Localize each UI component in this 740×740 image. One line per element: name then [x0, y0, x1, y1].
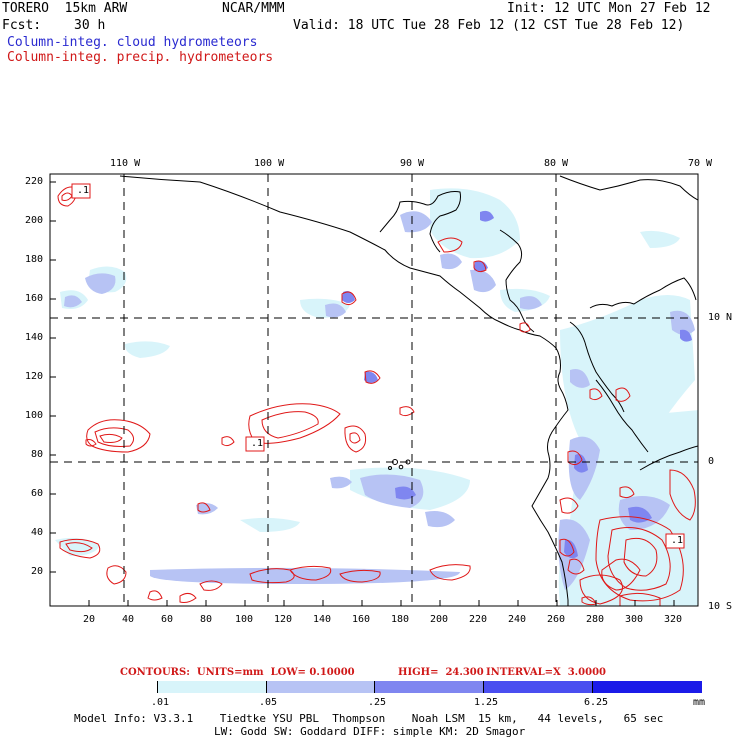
x-tick-label: 80 — [200, 614, 213, 625]
plot-frame — [49, 173, 699, 607]
y-tick-label: 180 — [25, 254, 44, 265]
model-info: Model Info: V3.3.1 Tiedtke YSU PBL Thomp… — [74, 712, 664, 725]
x-tick-label: 240 — [508, 614, 527, 625]
y-tick-label: 120 — [25, 371, 44, 382]
x-tick-label: 260 — [547, 614, 566, 625]
cloud-shading — [55, 188, 698, 606]
lat-label: 0 — [708, 456, 715, 467]
colorbar-label: 6.25 — [584, 697, 609, 708]
colorbar-bin — [50, 681, 158, 693]
y-tick-label: 20 — [31, 566, 44, 577]
org-label: NCAR/MMM — [222, 1, 285, 16]
x-tick-label: 180 — [391, 614, 410, 625]
lat-label: 10 S — [708, 601, 733, 612]
model-info-physics: LW: Godd SW: Goddard DIFF: simple KM: 2D… — [214, 725, 526, 738]
colorbar-label: .05 — [259, 697, 278, 708]
colorbar-label: .01 — [151, 697, 170, 708]
x-tick-label: 160 — [352, 614, 371, 625]
colorbar-label: 1.25 — [474, 697, 499, 708]
graticule — [50, 174, 698, 606]
y-tick-label: 80 — [31, 449, 44, 460]
lon-label: 90 W — [400, 158, 425, 169]
x-tick-label: 320 — [664, 614, 683, 625]
y-tick-label: 140 — [25, 332, 44, 343]
legend-cloud: Column-integ. cloud hydrometeors — [7, 35, 258, 50]
y-tick-label: 40 — [31, 527, 44, 538]
x-tick-label: 200 — [430, 614, 449, 625]
colorbar-bin — [267, 681, 375, 693]
model-title: TORERO 15km ARW — [2, 1, 128, 16]
lon-label: 110 W — [110, 158, 141, 169]
contour-label: .1 — [251, 438, 264, 449]
legend-precip: Column-integ. precip. hydrometeors — [7, 50, 274, 65]
contours-interval: INTERVAL=X 3.0000 — [486, 667, 606, 678]
fcst-value: 30 h — [74, 18, 106, 33]
x-tick-label: 220 — [469, 614, 488, 625]
colorbar-bin — [375, 681, 484, 693]
x-tick-label: 100 — [235, 614, 254, 625]
contour-label-boxes — [71, 183, 685, 549]
lon-label: 100 W — [254, 158, 285, 169]
lon-label: 80 W — [544, 158, 569, 169]
x-tick-label: 280 — [586, 614, 605, 625]
contour-label: .1 — [671, 535, 684, 546]
y-tick-label: 220 — [25, 176, 44, 187]
valid-time: Valid: 18 UTC Tue 28 Feb 12 (12 CST Tue … — [293, 18, 685, 33]
lon-label: 70 W — [688, 158, 713, 169]
y-tick-label: 100 — [25, 410, 44, 421]
x-tick-label: 40 — [122, 614, 135, 625]
x-tick-label: 120 — [274, 614, 293, 625]
colorbar-label: .25 — [368, 697, 387, 708]
contours-units: CONTOURS: UNITS=mm LOW= 0.10000 — [120, 667, 355, 678]
lat-label: 10 N — [708, 312, 733, 323]
colorbar-bin — [484, 681, 593, 693]
contour-label: .1 — [77, 185, 90, 196]
init-time: Init: 12 UTC Mon 27 Feb 12 — [507, 1, 711, 16]
precip-contours — [57, 186, 696, 606]
x-tick-label: 140 — [313, 614, 332, 625]
axis-ticks — [50, 181, 675, 606]
y-tick-label: 60 — [31, 488, 44, 499]
fcst-label: Fcst: — [2, 18, 42, 33]
y-tick-label: 200 — [25, 215, 44, 226]
y-tick-label: 160 — [25, 293, 44, 304]
x-tick-label: 300 — [625, 614, 644, 625]
colorbar-bin — [593, 681, 702, 693]
x-tick-label: 60 — [161, 614, 174, 625]
colorbar-bin — [158, 681, 267, 693]
colorbar-units: mm — [693, 697, 706, 708]
x-tick-label: 20 — [83, 614, 96, 625]
contours-high: HIGH= 24.300 — [398, 667, 484, 678]
